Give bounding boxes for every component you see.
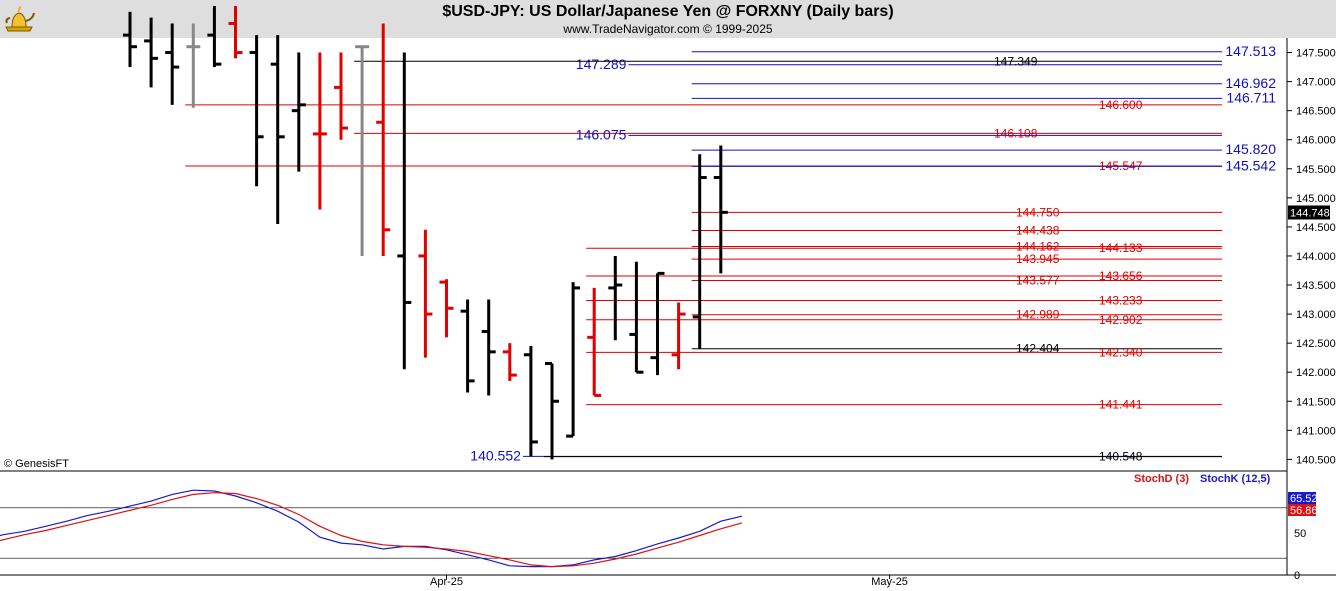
price-axis-label: 142.000: [1296, 367, 1336, 379]
stoch-axis-label: 0: [1294, 570, 1300, 582]
price-level-label: 147.513: [1225, 43, 1276, 59]
legend-stoch-d: StochD (3): [1134, 473, 1189, 485]
price-level-label: 145.542: [1225, 157, 1276, 173]
price-level-label: 146.711: [1226, 89, 1276, 105]
last-price-label: 144.748: [1290, 207, 1330, 219]
stoch-d-last-label: 56.86: [1290, 505, 1318, 517]
price-level-label: 144.162: [1016, 240, 1060, 254]
date-axis-label: May-25: [871, 576, 908, 588]
price-level-label: 143.233: [1099, 294, 1143, 308]
price-axis-label: 147.000: [1296, 77, 1336, 89]
price-axis-label: 143.000: [1296, 309, 1336, 321]
price-level-label: 145.820: [1225, 141, 1276, 157]
golden-oil-lamp-icon: [5, 6, 35, 32]
stoch-d-last-box: [1288, 504, 1316, 516]
price-level-label: 146.075: [576, 126, 627, 142]
last-price-box: [1288, 205, 1330, 220]
price-level-label: 147.349: [994, 54, 1038, 68]
price-level-label: 141.441: [1099, 398, 1143, 412]
price-axis-label: 145.000: [1296, 193, 1336, 205]
price-level-label: 146.600: [1099, 98, 1143, 112]
price-level-label: 140.552: [470, 447, 521, 463]
price-axis-label: 146.500: [1296, 106, 1336, 118]
price-axis-label: 146.000: [1296, 135, 1336, 147]
price-axis-label: 141.000: [1296, 425, 1336, 437]
price-level-label: 147.289: [576, 56, 627, 72]
stoch-k-last-box: [1288, 492, 1316, 504]
price-level-label: 143.945: [1016, 252, 1060, 266]
stoch-k-last-label: 65.52: [1290, 493, 1318, 505]
date-axis: Apr-25 May-25: [430, 575, 908, 588]
stoch-axis-label: 50: [1294, 528, 1306, 540]
price-level-label: 144.438: [1016, 223, 1060, 237]
price-axis-label: 143.500: [1296, 280, 1336, 292]
price-level-label: 142.989: [1016, 308, 1060, 322]
price-level-label: 143.577: [1016, 274, 1060, 288]
price-axis: 147.500 147.000 146.500 146.000 145.500 145.0…: [1287, 48, 1336, 466]
price-axis-label: 142.500: [1296, 338, 1336, 350]
watermark: © GenesisFT: [4, 458, 69, 470]
price-level-label: 142.340: [1099, 345, 1143, 359]
price-axis-label: 141.500: [1296, 396, 1336, 408]
price-level-label: 142.902: [1099, 313, 1143, 327]
chart-subtitle: www.TradeNavigator.com © 1999-2025: [563, 22, 773, 36]
price-level-label: 144.750: [1016, 205, 1060, 219]
price-axis-label: 147.500: [1296, 48, 1336, 60]
chart-title-bar: $USD-JPY: US Dollar/Japanese Yen @ FORXN…: [0, 0, 1336, 38]
price-axis-label: 144.000: [1296, 251, 1336, 263]
price-axis-label: 145.500: [1296, 164, 1336, 176]
price-axis-label: 144.500: [1296, 222, 1336, 234]
price-level-label: 146.108: [994, 126, 1038, 140]
stoch-d-line: [0, 492, 743, 568]
price-level-label: 143.656: [1099, 269, 1143, 283]
price-level-label: 140.548: [1099, 450, 1143, 464]
price-axis-label: 140.500: [1296, 454, 1336, 466]
price-level-label: 142.404: [1016, 342, 1060, 356]
chart-title: $USD-JPY: US Dollar/Japanese Yen @ FORXN…: [442, 3, 894, 20]
legend-stoch-k: StochK (12,5): [1200, 473, 1271, 485]
price-level-label: 144.133: [1099, 241, 1143, 255]
price-level-label: 146.962: [1225, 75, 1276, 91]
date-axis-label: Apr-25: [430, 576, 463, 588]
